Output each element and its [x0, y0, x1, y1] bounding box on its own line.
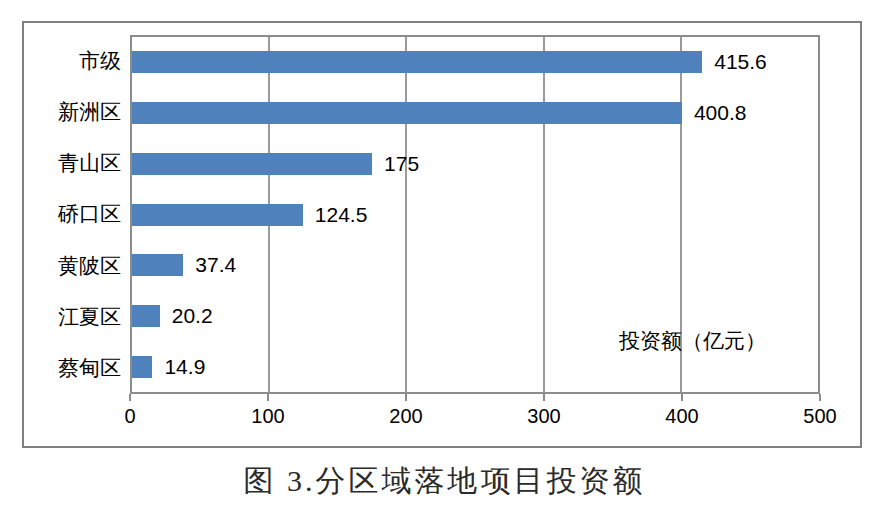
category-label: 新洲区 — [24, 86, 121, 137]
value-label: 175 — [384, 152, 419, 176]
value-label: 14.9 — [164, 355, 205, 379]
y-axis-labels: 市级新洲区青山区硚口区黄陂区江夏区蔡甸区 — [24, 35, 121, 394]
bar-row: 37.4 — [132, 240, 818, 291]
x-axis-ticks — [130, 394, 820, 402]
bar — [132, 356, 152, 378]
value-label: 415.6 — [714, 50, 767, 74]
value-label: 124.5 — [315, 203, 368, 227]
category-label: 青山区 — [24, 138, 121, 189]
bar — [132, 204, 303, 226]
tickmark — [267, 394, 269, 401]
value-label: 400.8 — [694, 101, 747, 125]
figure-canvas: 市级新洲区青山区硚口区黄陂区江夏区蔡甸区 415.6 400.8 175 124.5 3… — [0, 0, 889, 517]
bar-row: 175 — [132, 138, 818, 189]
xtick-label: 0 — [124, 405, 135, 428]
category-label: 黄陂区 — [24, 240, 121, 291]
bar — [132, 254, 183, 276]
bar — [132, 51, 702, 73]
bar — [132, 102, 682, 124]
bar-row: 400.8 — [132, 88, 818, 139]
tickmark — [543, 394, 545, 401]
xtick-label: 400 — [665, 405, 698, 428]
unit-note-label: 投资额（亿元） — [619, 327, 766, 355]
x-axis-labels: 0100200300400500 — [130, 405, 820, 431]
tickmark — [819, 394, 821, 401]
category-label: 硚口区 — [24, 189, 121, 240]
xtick-label: 300 — [527, 405, 560, 428]
xtick-label: 500 — [803, 405, 836, 428]
bar-row: 415.6 — [132, 37, 818, 88]
xtick-label: 100 — [251, 405, 284, 428]
bar — [132, 305, 160, 327]
value-label: 20.2 — [172, 304, 213, 328]
tickmark — [129, 394, 131, 401]
category-label: 蔡甸区 — [24, 343, 121, 394]
value-label: 37.4 — [195, 253, 236, 277]
plot-area: 415.6 400.8 175 124.5 37.4 20.2 14.9 投资额（亿元） — [130, 35, 820, 394]
category-label: 江夏区 — [24, 291, 121, 342]
bar-row: 124.5 — [132, 189, 818, 240]
category-label: 市级 — [24, 35, 121, 86]
tickmark — [405, 394, 407, 401]
bar — [132, 153, 372, 175]
chart-caption: 图 3.分区域落地项目投资额 — [0, 461, 889, 502]
chart-frame: 市级新洲区青山区硚口区黄陂区江夏区蔡甸区 415.6 400.8 175 124.5 3… — [22, 21, 862, 448]
xtick-label: 200 — [389, 405, 422, 428]
tickmark — [681, 394, 683, 401]
